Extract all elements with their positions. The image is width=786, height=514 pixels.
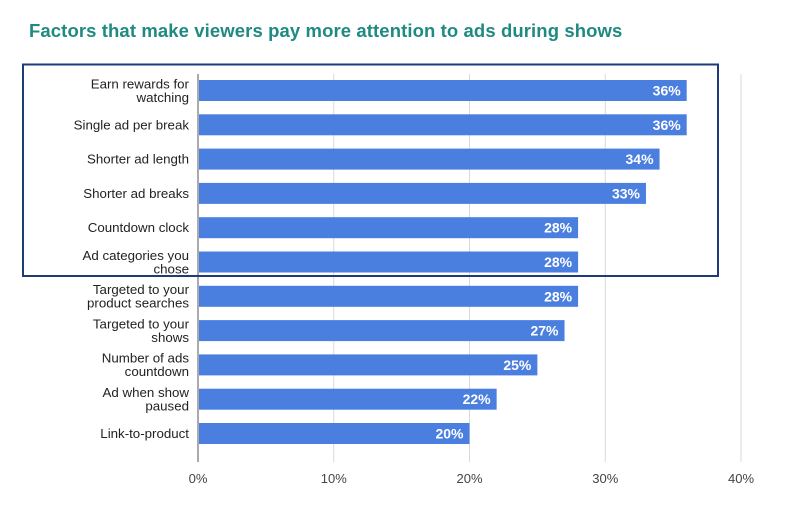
bar-value-label: 34%	[626, 151, 655, 167]
bar	[199, 80, 687, 101]
category-label: Targeted to your	[93, 282, 190, 297]
highlight-box-group	[22, 63, 719, 277]
bar-value-label: 25%	[503, 357, 532, 373]
category-label: Single ad per break	[74, 117, 190, 132]
category-label: Ad categories you	[83, 248, 189, 263]
bar	[199, 114, 687, 136]
bar	[199, 148, 660, 170]
category-label: Targeted to your	[93, 316, 190, 331]
bar	[199, 217, 579, 239]
category-label: countdown	[125, 364, 189, 379]
chart-title: Factors that make viewers pay more atten…	[29, 20, 623, 41]
bar-value-label: 27%	[530, 323, 559, 339]
highlight-box	[22, 63, 719, 277]
x-tick-label: 30%	[592, 471, 618, 486]
bar	[199, 423, 470, 444]
x-tick-label: 20%	[456, 471, 482, 486]
bars: 36% 36% 34% 33% 28% 28% 28% 27% 25% 22% 20%	[199, 80, 687, 444]
category-label: shows	[151, 330, 189, 345]
bar	[199, 320, 565, 342]
bar-value-label: 28%	[544, 220, 573, 236]
category-label: Countdown clock	[88, 220, 190, 235]
bar	[199, 388, 497, 410]
bar	[199, 182, 646, 204]
x-tick-label: 0%	[189, 471, 208, 486]
bar	[199, 285, 579, 307]
category-label: Earn rewards for	[91, 76, 190, 91]
category-label: chose	[154, 261, 189, 276]
x-axis-ticks: 0% 10% 20% 30% 40%	[189, 471, 755, 486]
category-label: product searches	[87, 296, 189, 311]
category-label: Number of ads	[102, 351, 190, 366]
category-label: paused	[145, 398, 189, 413]
category-label: Shorter ad length	[87, 152, 189, 167]
bar	[199, 354, 538, 376]
bar-value-label: 20%	[435, 426, 464, 442]
bar-value-label: 36%	[653, 117, 682, 133]
x-tick-label: 40%	[728, 471, 754, 486]
category-label: Ad when show	[103, 385, 190, 400]
bar	[199, 251, 579, 273]
category-label: Shorter ad breaks	[83, 186, 189, 201]
bar-value-label: 28%	[544, 254, 573, 270]
category-label: watching	[136, 90, 189, 105]
bar-value-label: 28%	[544, 288, 573, 304]
x-tick-label: 10%	[321, 471, 347, 486]
bar-value-label: 33%	[612, 185, 641, 201]
bar-value-label: 22%	[463, 391, 492, 407]
category-label: Link-to-product	[100, 426, 189, 441]
bar-value-label: 36%	[653, 83, 682, 99]
